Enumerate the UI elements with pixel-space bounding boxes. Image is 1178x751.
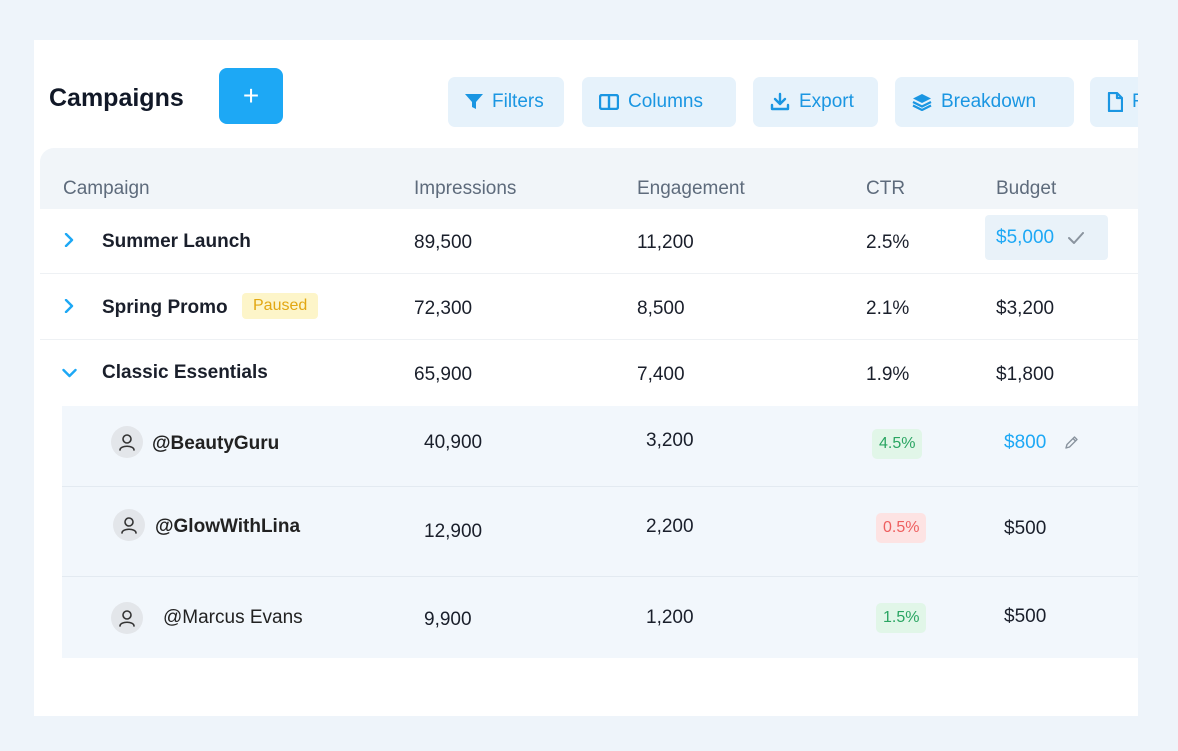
campaign-name[interactable]: Spring Promo	[102, 297, 228, 318]
check-icon[interactable]	[1068, 231, 1085, 244]
influencer-handle[interactable]: @BeautyGuru	[152, 433, 280, 454]
page-title: Campaigns	[49, 84, 184, 112]
chevron-down-icon[interactable]	[62, 368, 77, 378]
impressions-value: 65,900	[414, 364, 473, 385]
budget-value[interactable]: $1,800	[996, 364, 1055, 385]
pencil-icon[interactable]	[1064, 435, 1079, 450]
influencer-handle[interactable]: @GlowWithLina	[155, 516, 301, 537]
budget-value[interactable]: $800	[1004, 432, 1047, 453]
funnel-icon	[465, 94, 483, 109]
engagement-value: 7,400	[637, 364, 685, 385]
column-header-impressions[interactable]: Impressions	[414, 178, 517, 199]
download-icon	[770, 92, 790, 111]
column-header-budget[interactable]: Budget	[996, 178, 1057, 199]
breakdown-label: Breakdown	[941, 91, 1037, 112]
budget-edit-field[interactable]: $5,000	[985, 215, 1108, 260]
column-header-engagement[interactable]: Engagement	[637, 178, 745, 199]
impressions-value: 12,900	[424, 521, 483, 542]
engagement-value: 11,200	[637, 232, 694, 253]
table-header: Campaign Impressions Engagement CTR Budg…	[40, 148, 1138, 209]
budget-value: $5,000	[996, 226, 1055, 248]
avatar	[111, 602, 143, 634]
column-header-campaign[interactable]: Campaign	[63, 178, 150, 199]
export-label: Export	[799, 91, 854, 112]
influencer-row[interactable]: @BeautyGuru 40,900 3,200 4.5% $800	[62, 406, 1138, 487]
impressions-value: 40,900	[424, 432, 483, 453]
document-icon	[1107, 92, 1123, 112]
breakdown-button[interactable]: Breakdown	[895, 77, 1074, 127]
columns-label: Columns	[628, 91, 703, 112]
user-icon	[119, 434, 135, 451]
ctr-badge: 1.5%	[876, 603, 927, 633]
report-button[interactable]: R	[1090, 77, 1138, 127]
filters-button[interactable]: Filters	[448, 77, 564, 127]
ctr-badge: 0.5%	[876, 513, 927, 543]
avatar	[111, 426, 143, 458]
chevron-right-icon[interactable]	[64, 233, 74, 247]
campaigns-panel: Campaigns + Filters Columns Export Break…	[34, 40, 1138, 716]
budget-value[interactable]: $500	[1004, 518, 1047, 539]
influencer-row[interactable]: @Marcus Evans 9,900 1,200 1.5% $500	[62, 577, 1138, 658]
campaign-name[interactable]: Summer Launch	[102, 231, 251, 252]
campaign-name[interactable]: Classic Essentials	[102, 362, 268, 383]
layers-icon	[912, 94, 932, 111]
ctr-value: 2.1%	[866, 298, 910, 319]
budget-value[interactable]: $500	[1004, 606, 1047, 627]
engagement-value: 1,200	[646, 607, 694, 628]
user-icon	[121, 517, 137, 534]
avatar	[113, 509, 145, 541]
influencer-handle[interactable]: @Marcus Evans	[163, 607, 303, 628]
impressions-value: 9,900	[424, 609, 472, 630]
ctr-value: 1.9%	[866, 364, 910, 385]
impressions-value: 72,300	[414, 298, 473, 319]
column-header-ctr[interactable]: CTR	[866, 178, 906, 199]
chevron-right-icon[interactable]	[64, 299, 74, 313]
engagement-value: 8,500	[637, 298, 685, 319]
columns-icon	[599, 94, 619, 110]
filters-label: Filters	[492, 91, 544, 112]
status-badge: Paused	[242, 293, 319, 319]
user-icon	[119, 610, 135, 627]
table-row[interactable]: Classic Essentials 65,900 7,400 1.9% $1,…	[40, 340, 1138, 406]
report-label: R	[1132, 91, 1138, 113]
add-campaign-button[interactable]: +	[219, 68, 283, 124]
table-row[interactable]: Spring Promo Paused 72,300 8,500 2.1% $3…	[40, 274, 1138, 340]
ctr-badge: 4.5%	[872, 429, 923, 459]
table-row[interactable]: Summer Launch 89,500 11,200 2.5% $5,000	[40, 209, 1138, 274]
export-button[interactable]: Export	[753, 77, 878, 127]
budget-value[interactable]: $3,200	[996, 298, 1055, 319]
engagement-value: 3,200	[646, 430, 694, 451]
ctr-value: 2.5%	[866, 232, 910, 253]
influencer-row[interactable]: @GlowWithLina 12,900 2,200 0.5% $500	[62, 487, 1138, 577]
engagement-value: 2,200	[646, 516, 694, 537]
columns-button[interactable]: Columns	[582, 77, 736, 127]
impressions-value: 89,500	[414, 232, 473, 253]
